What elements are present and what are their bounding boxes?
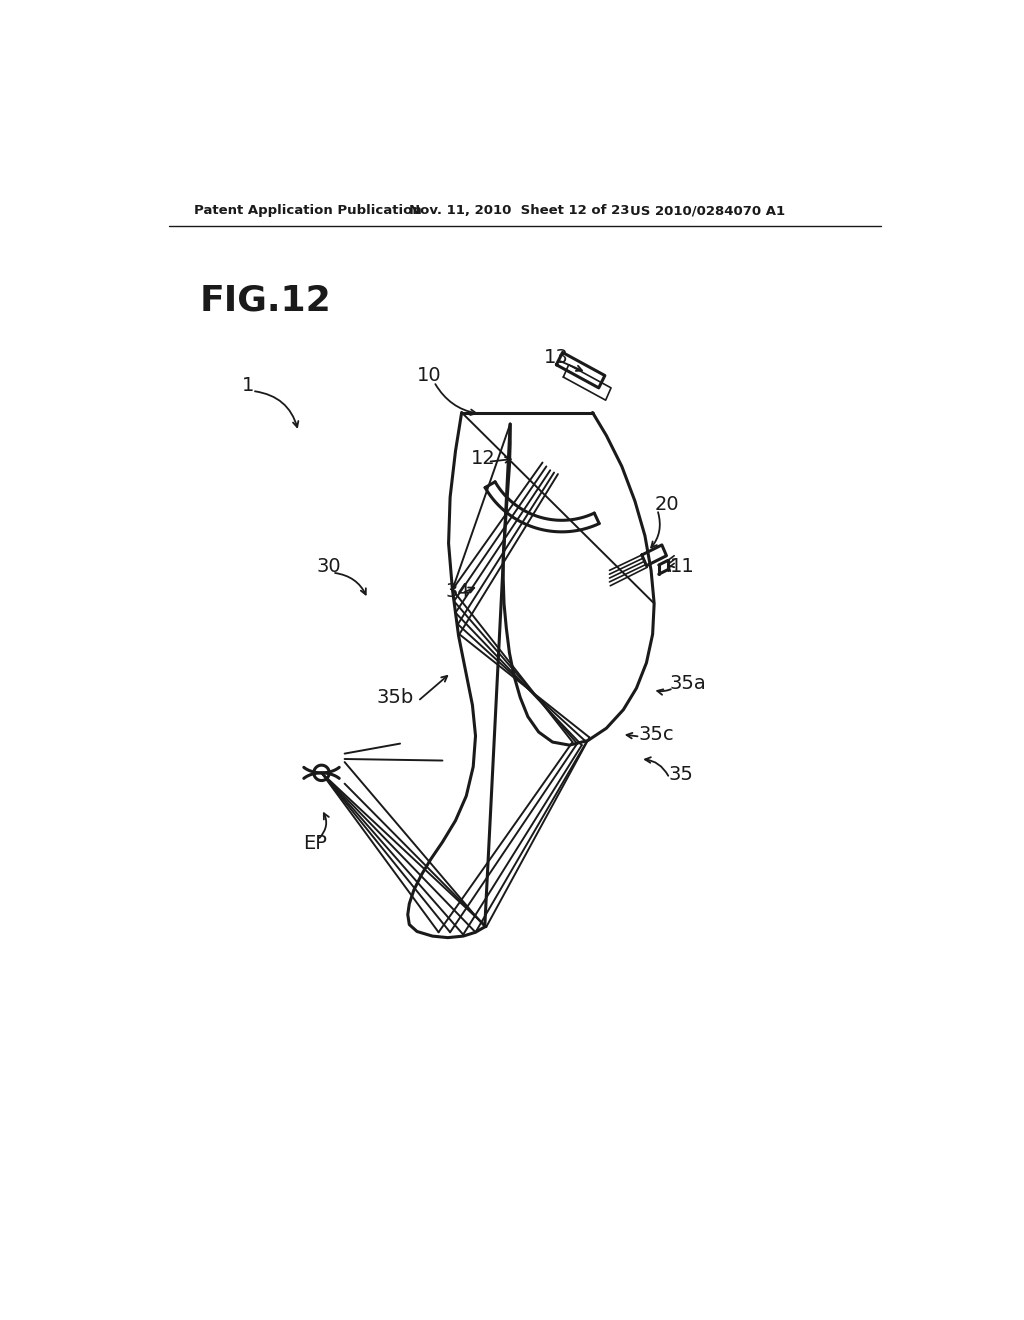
Text: US 2010/0284070 A1: US 2010/0284070 A1 (630, 205, 784, 218)
Text: 34: 34 (445, 582, 470, 601)
Text: 30: 30 (316, 557, 342, 576)
Text: 35c: 35c (639, 725, 675, 744)
Text: 13: 13 (544, 347, 568, 367)
Text: 35b: 35b (377, 688, 414, 708)
Text: 20: 20 (654, 495, 679, 515)
Text: 35: 35 (668, 764, 693, 784)
Text: 35a: 35a (670, 675, 707, 693)
Text: 1: 1 (242, 376, 254, 395)
Text: 12: 12 (471, 449, 496, 469)
Text: 11: 11 (670, 557, 694, 576)
Text: Patent Application Publication: Patent Application Publication (194, 205, 422, 218)
Text: 10: 10 (417, 366, 441, 385)
Text: EP: EP (303, 834, 328, 853)
Text: FIG.12: FIG.12 (200, 284, 332, 318)
Text: Nov. 11, 2010  Sheet 12 of 23: Nov. 11, 2010 Sheet 12 of 23 (410, 205, 630, 218)
